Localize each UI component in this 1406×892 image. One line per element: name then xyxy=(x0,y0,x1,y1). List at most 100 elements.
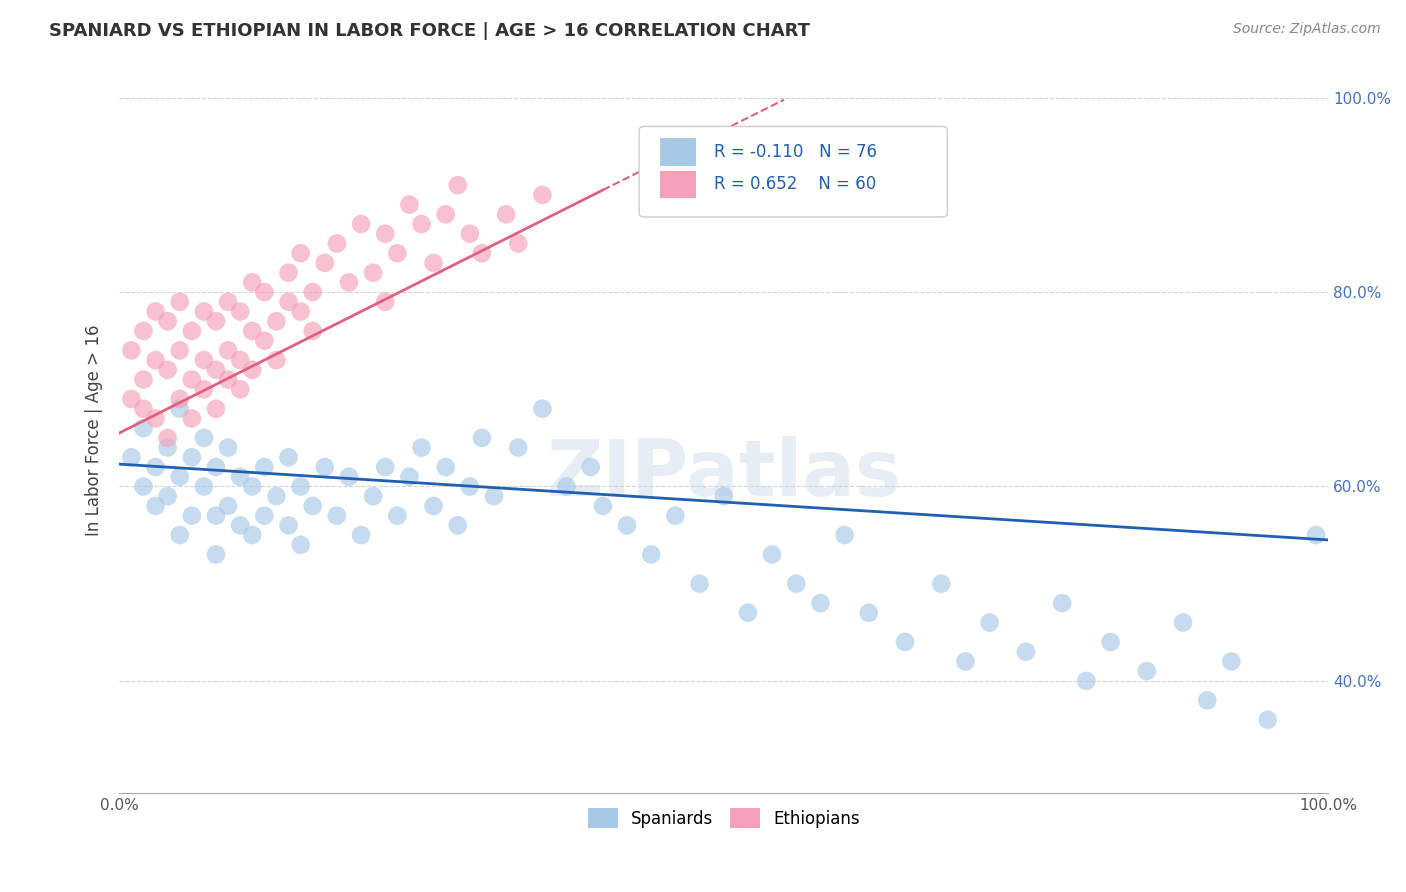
Point xyxy=(145,499,167,513)
Point xyxy=(387,508,409,523)
Text: ZIPatlas: ZIPatlas xyxy=(546,436,901,512)
Point xyxy=(361,266,384,280)
Point xyxy=(229,382,252,396)
Point xyxy=(495,207,517,221)
Text: SPANIARD VS ETHIOPIAN IN LABOR FORCE | AGE > 16 CORRELATION CHART: SPANIARD VS ETHIOPIAN IN LABOR FORCE | A… xyxy=(49,22,810,40)
Point xyxy=(447,518,470,533)
Point xyxy=(132,373,155,387)
Point xyxy=(132,324,155,338)
Point xyxy=(858,606,880,620)
Point xyxy=(217,499,239,513)
Point xyxy=(145,304,167,318)
Point xyxy=(713,489,735,503)
Point xyxy=(616,518,638,533)
Point xyxy=(217,441,239,455)
Point xyxy=(193,353,215,368)
Point xyxy=(1257,713,1279,727)
Point xyxy=(350,217,373,231)
Point xyxy=(422,256,444,270)
Point xyxy=(314,460,336,475)
Point xyxy=(1099,635,1122,649)
Point xyxy=(810,596,832,610)
Point xyxy=(434,460,457,475)
Point xyxy=(301,285,323,299)
Point xyxy=(266,489,288,503)
Point xyxy=(834,528,856,542)
Point xyxy=(337,469,360,483)
Point xyxy=(240,479,263,493)
Point xyxy=(471,431,494,445)
Point xyxy=(1015,645,1038,659)
Point xyxy=(398,469,420,483)
Point xyxy=(979,615,1001,630)
Y-axis label: In Labor Force | Age > 16: In Labor Force | Age > 16 xyxy=(86,325,103,536)
Point xyxy=(458,227,481,241)
Point xyxy=(579,460,602,475)
Point xyxy=(337,276,360,290)
Point xyxy=(326,236,349,251)
Point xyxy=(1171,615,1194,630)
Point xyxy=(1136,664,1159,678)
Text: Source: ZipAtlas.com: Source: ZipAtlas.com xyxy=(1233,22,1381,37)
Text: R = 0.652    N = 60: R = 0.652 N = 60 xyxy=(714,176,876,194)
Point xyxy=(1050,596,1073,610)
Point xyxy=(761,548,783,562)
Point xyxy=(689,576,711,591)
Point xyxy=(387,246,409,260)
Point xyxy=(290,538,312,552)
Point xyxy=(156,314,179,328)
Point xyxy=(253,285,276,299)
Point xyxy=(132,479,155,493)
Point xyxy=(277,266,299,280)
Point xyxy=(1220,655,1243,669)
Point xyxy=(240,528,263,542)
Point xyxy=(640,548,662,562)
Point xyxy=(132,421,155,435)
Point xyxy=(180,508,202,523)
Point xyxy=(929,576,952,591)
Point xyxy=(374,460,396,475)
Point xyxy=(398,197,420,211)
Point xyxy=(785,576,807,591)
Point xyxy=(180,450,202,465)
Point xyxy=(350,528,373,542)
Point xyxy=(531,187,554,202)
Point xyxy=(422,499,444,513)
Point xyxy=(290,479,312,493)
Point xyxy=(482,489,505,503)
Point xyxy=(361,489,384,503)
FancyBboxPatch shape xyxy=(659,138,696,166)
Point xyxy=(205,460,228,475)
Point xyxy=(193,382,215,396)
Point xyxy=(277,450,299,465)
Point xyxy=(290,246,312,260)
Point xyxy=(253,508,276,523)
Point xyxy=(132,401,155,416)
Point xyxy=(145,460,167,475)
Point xyxy=(1076,673,1098,688)
Point xyxy=(169,343,191,358)
Point xyxy=(664,508,686,523)
Point xyxy=(266,353,288,368)
Point xyxy=(169,392,191,406)
Point xyxy=(326,508,349,523)
Point xyxy=(508,441,530,455)
Point xyxy=(169,528,191,542)
Point xyxy=(240,276,263,290)
Point xyxy=(374,227,396,241)
Point xyxy=(266,314,288,328)
Point xyxy=(301,324,323,338)
Point xyxy=(205,548,228,562)
Point xyxy=(411,441,433,455)
Point xyxy=(458,479,481,493)
FancyBboxPatch shape xyxy=(640,127,948,217)
Point xyxy=(314,256,336,270)
Point xyxy=(253,460,276,475)
Point xyxy=(156,431,179,445)
Point xyxy=(205,401,228,416)
Point xyxy=(229,469,252,483)
Text: R = -0.110   N = 76: R = -0.110 N = 76 xyxy=(714,143,877,161)
Legend: Spaniards, Ethiopians: Spaniards, Ethiopians xyxy=(581,801,866,835)
Point xyxy=(240,324,263,338)
Point xyxy=(120,343,142,358)
